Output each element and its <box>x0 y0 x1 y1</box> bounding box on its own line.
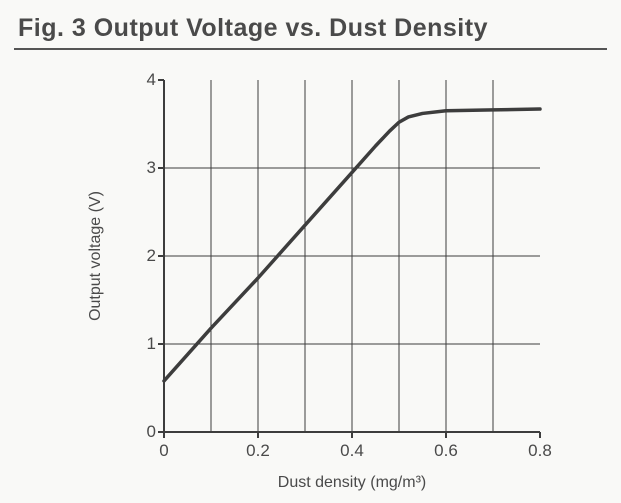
x-tick-0: 0 <box>159 441 168 461</box>
title-divider <box>14 48 607 50</box>
chart-svg <box>164 80 540 432</box>
figure-title: Fig. 3 Output Voltage vs. Dust Density <box>18 14 488 43</box>
chart-plot-area <box>164 80 540 432</box>
y-axis-label: Output voltage (V) <box>87 191 105 321</box>
y-tick-4: 4 <box>126 70 156 90</box>
x-tick-3: 0.6 <box>434 441 458 461</box>
x-tick-4: 0.8 <box>528 441 552 461</box>
x-tick-2: 0.4 <box>340 441 364 461</box>
y-tick-0: 0 <box>126 422 156 442</box>
y-tick-3: 3 <box>126 158 156 178</box>
x-tick-1: 0.2 <box>246 441 270 461</box>
y-tick-1: 1 <box>126 334 156 354</box>
x-axis-label: Dust density (mg/m³) <box>278 474 426 492</box>
y-tick-2: 2 <box>126 246 156 266</box>
